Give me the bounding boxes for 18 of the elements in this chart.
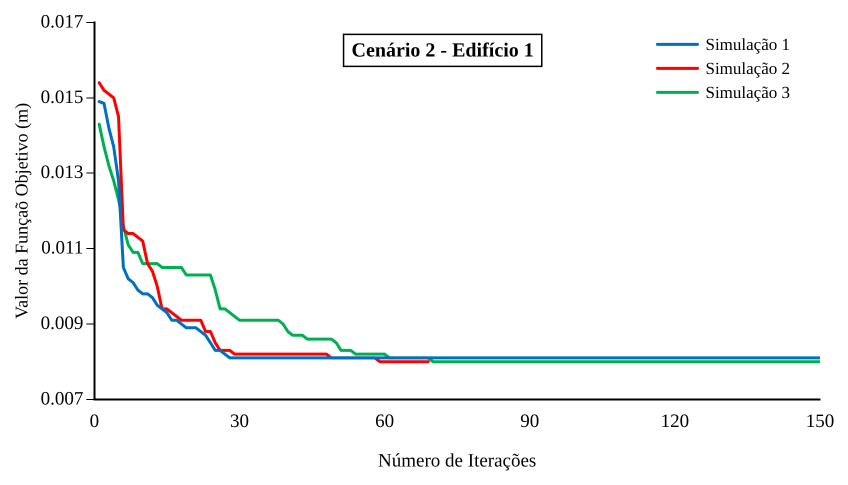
x-tick-label: 0	[90, 410, 100, 432]
y-tick-label: 0.017	[40, 11, 84, 32]
x-tick-label: 150	[806, 410, 834, 432]
legend-label: Simulação 3	[705, 82, 790, 102]
y-tick-label: 0.015	[40, 86, 84, 108]
x-tick-label: 120	[660, 410, 690, 432]
x-tick-label: 90	[520, 410, 540, 432]
y-axis-title: Valor da Funçaõ Objetivo (m)	[12, 102, 32, 319]
x-tick-label: 30	[230, 410, 249, 432]
legend-label: Simulação 2	[705, 58, 790, 78]
y-tick-label: 0.011	[41, 238, 84, 259]
x-axis-title: Número de Iterações	[378, 450, 536, 472]
y-tick-label: 0.009	[40, 312, 84, 334]
y-tick-label: 0.007	[40, 388, 84, 410]
legend-label: Simulação 1	[705, 34, 790, 54]
y-tick-label: 0.013	[40, 162, 84, 184]
text: Cenário 2 - Edifício 1	[352, 40, 534, 62]
x-tick-label: 60	[375, 410, 394, 432]
